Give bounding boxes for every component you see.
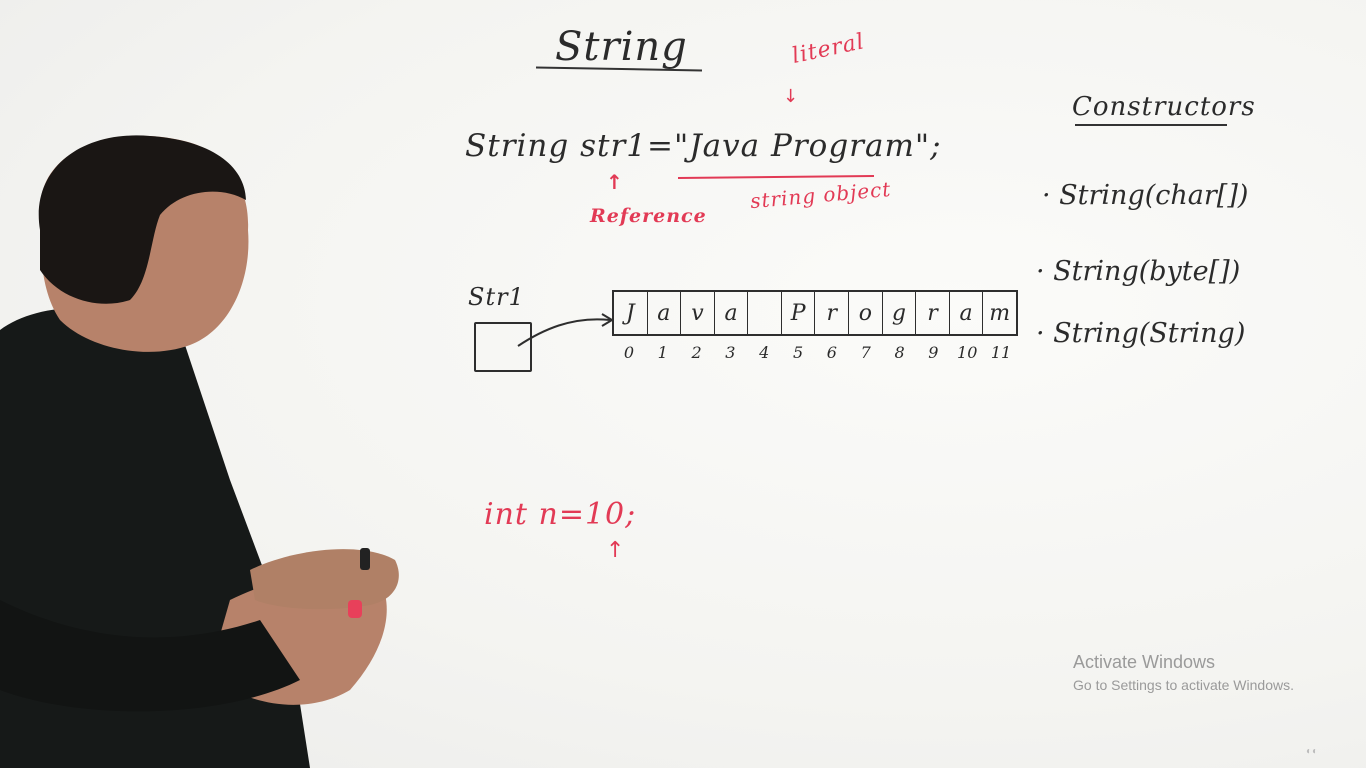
array-cell: J bbox=[614, 292, 648, 334]
array-cell bbox=[748, 292, 782, 334]
array-index: 4 bbox=[759, 343, 770, 362]
activate-subtitle: Go to Settings to activate Windows. bbox=[1073, 677, 1294, 693]
windows-activation-watermark: Activate Windows Go to Settings to activ… bbox=[1073, 652, 1294, 693]
string-object-annotation: string object bbox=[749, 176, 893, 214]
reference-pointer-arrow-icon bbox=[517, 313, 614, 347]
constructors-underline bbox=[1075, 124, 1227, 126]
array-cell: m bbox=[989, 300, 1011, 326]
constructors-heading: Constructors bbox=[1072, 92, 1256, 122]
array-cell: r bbox=[815, 292, 850, 334]
activate-title: Activate Windows bbox=[1073, 652, 1216, 672]
array-index: 11 bbox=[990, 343, 1012, 362]
array-index: 5 bbox=[792, 343, 804, 362]
int-example: int n=10; bbox=[484, 497, 637, 532]
str1-reference-box bbox=[474, 322, 532, 372]
array-index: 9 bbox=[928, 343, 939, 362]
array-cell: a bbox=[950, 292, 984, 334]
array-index: 3 bbox=[725, 343, 736, 362]
array-index: 2 bbox=[691, 343, 702, 362]
array-cell: P bbox=[782, 292, 816, 334]
constructor-item: · String(byte[]) bbox=[1036, 256, 1241, 287]
literal-arrow-icon: ↓ bbox=[783, 86, 799, 107]
array-index: 8 bbox=[894, 343, 905, 362]
array-index-row: 0 1 2 3 4 5 6 7 8 9 10 11 bbox=[612, 343, 1018, 362]
array-index: 0 bbox=[623, 343, 634, 362]
board-title: String bbox=[555, 24, 688, 70]
array-index: 10 bbox=[957, 343, 978, 362]
char-array-diagram: J a v a P r o g r a m bbox=[612, 290, 1018, 336]
presenter-figure bbox=[0, 135, 399, 768]
array-cell: a bbox=[715, 292, 749, 334]
constructor-item: · String(char[]) bbox=[1042, 180, 1249, 211]
array-index: 6 bbox=[826, 343, 837, 362]
str1-reference-label: Str1 bbox=[468, 283, 525, 311]
array-cell: v bbox=[681, 292, 715, 334]
literal-annotation: literal bbox=[789, 29, 868, 70]
string-object-underline bbox=[677, 174, 875, 180]
array-index: 7 bbox=[860, 343, 871, 362]
string-declaration: String str1="Java Program"; bbox=[465, 128, 942, 164]
array-cell: g bbox=[883, 292, 917, 334]
array-cell: r bbox=[916, 292, 950, 334]
constructor-item: · String(String) bbox=[1036, 318, 1246, 349]
array-cell: o bbox=[849, 292, 883, 334]
reference-arrow-icon: ↑ bbox=[606, 170, 623, 194]
array-index: 1 bbox=[657, 343, 668, 362]
int-value-arrow-icon: ↑ bbox=[606, 538, 625, 563]
udemy-logo-icon: ◐◐ bbox=[1306, 746, 1319, 757]
array-cell: a bbox=[648, 292, 682, 334]
reference-annotation: Reference bbox=[590, 205, 707, 227]
